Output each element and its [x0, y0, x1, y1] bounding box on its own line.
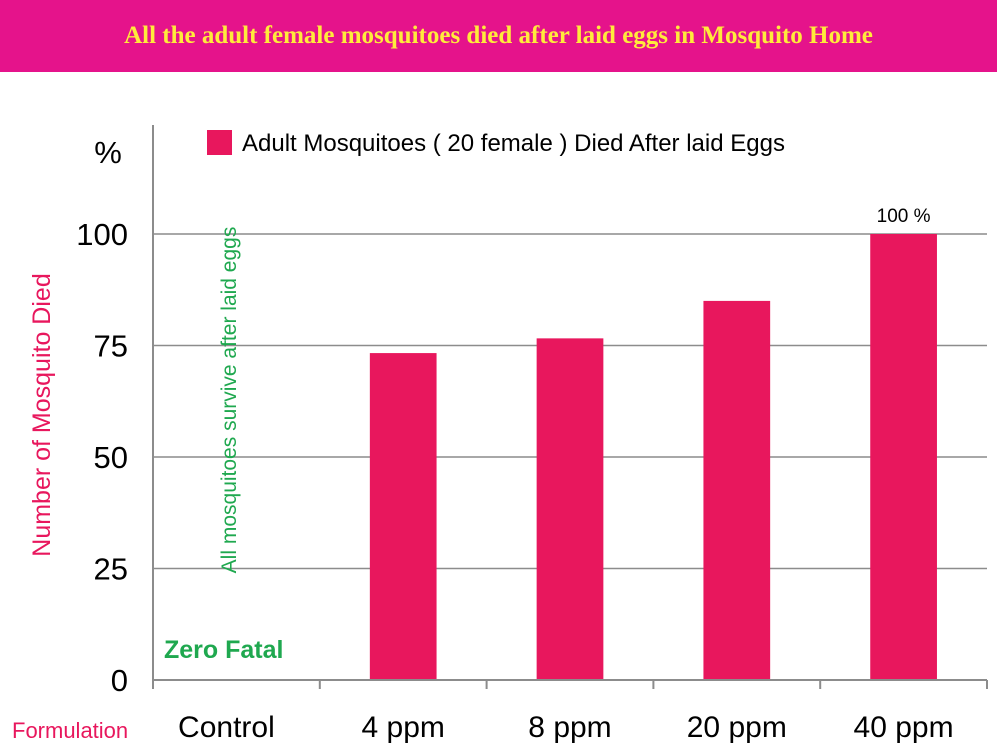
x-category-labels: Control 4 ppm 8 ppm 20 ppm 40 ppm — [178, 711, 954, 744]
y-tick-label-100: 100 — [76, 217, 128, 252]
y-tick-labels: 0 25 50 75 100 — [76, 217, 128, 698]
control-note: All mosquitoes survive after laid eggs — [218, 227, 241, 574]
y-axis-label: Number of Mosquito Died — [28, 273, 56, 556]
y-tick-label-25: 25 — [94, 552, 128, 587]
axes — [152, 125, 988, 689]
y-unit-label: % — [94, 135, 122, 170]
x-category-40-ppm: 40 ppm — [854, 711, 954, 744]
bar-8-ppm — [536, 338, 604, 680]
legend-label: Adult Mosquitoes ( 20 female ) Died Afte… — [242, 130, 785, 157]
bars-group — [369, 234, 937, 680]
legend: Adult Mosquitoes ( 20 female ) Died Afte… — [207, 130, 785, 157]
x-axis-label: Formulation — [12, 718, 128, 743]
y-tick-label-50: 50 — [94, 440, 128, 475]
x-category-4-ppm: 4 ppm — [362, 711, 445, 744]
x-category-8-ppm: 8 ppm — [528, 711, 611, 744]
bar-20-ppm — [703, 300, 771, 680]
x-category-20-ppm: 20 ppm — [687, 711, 787, 744]
x-category-control: Control — [178, 711, 275, 744]
legend-swatch — [207, 130, 232, 155]
y-tick-label-0: 0 — [111, 663, 128, 698]
bar-4-ppm — [369, 353, 437, 680]
bar-40-ppm — [870, 234, 937, 680]
zero-fatal-label: Zero Fatal — [164, 636, 283, 664]
y-tick-label-75: 75 — [94, 329, 128, 364]
data-label-40ppm: 100 % — [877, 206, 931, 227]
title-banner: All the adult female mosquitoes died aft… — [0, 0, 997, 72]
banner-title: All the adult female mosquitoes died aft… — [124, 22, 873, 49]
